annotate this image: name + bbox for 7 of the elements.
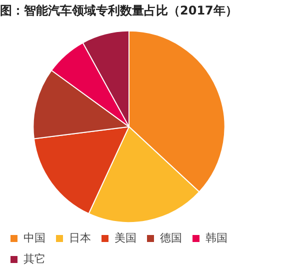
- legend-label: 德国: [160, 231, 182, 244]
- chart-title: 图：智能汽车领域专利数量占比（2017年）: [0, 3, 238, 18]
- legend-label: 中国: [24, 231, 46, 244]
- legend-label: 其它: [24, 252, 46, 266]
- legend-label: 美国: [114, 231, 136, 244]
- legend-label: 日本: [69, 231, 91, 244]
- legend-label: 韩国: [206, 231, 228, 244]
